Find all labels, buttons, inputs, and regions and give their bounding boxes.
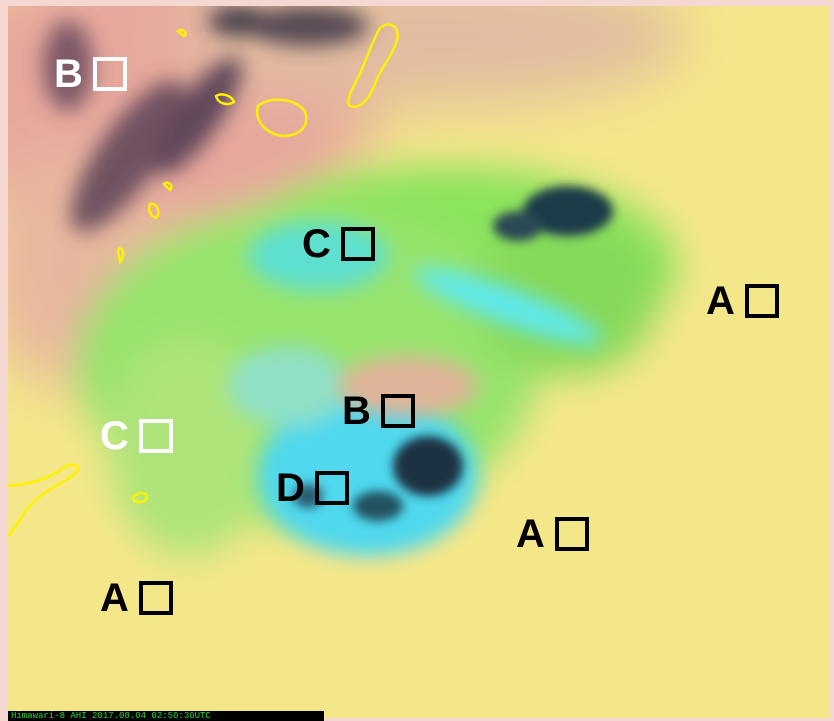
marker-box [314,471,349,505]
marker-b-top-left: B [54,54,127,94]
marker-letter: D [276,466,305,510]
cyan-cloud-regions [228,221,603,556]
dark-streaks [43,6,368,232]
marker-a-lower-right: A [516,514,589,554]
marker-box [340,227,375,261]
marker-letter: C [302,222,331,266]
marker-box [380,394,415,428]
marker-a-lower-left: A [100,578,173,618]
marker-letter: B [54,52,83,96]
marker-b-center: B [342,391,415,431]
marker-c-left: C [100,416,173,456]
satellite-image: B C A B C D A A [8,6,830,718]
marker-box [554,517,589,551]
dark-convective-cores [293,186,613,521]
marker-c-top: C [302,224,375,264]
coastlines [8,23,399,537]
marker-d-center: D [276,468,349,508]
marker-box [92,57,127,91]
satellite-imagery-svg [8,6,830,718]
marker-a-right: A [706,281,779,321]
marker-box [138,581,173,615]
marker-letter: C [100,414,129,458]
marker-letter: A [706,279,735,323]
marker-letter: B [342,389,371,433]
center-pink-patch [338,356,478,416]
image-caption: Himawari-8 AHI 2017.08.04 02:50:30UTC [8,711,324,721]
marker-box [138,419,173,453]
marker-box [744,284,779,318]
marker-letter: A [516,512,545,556]
marker-letter: A [100,576,129,620]
